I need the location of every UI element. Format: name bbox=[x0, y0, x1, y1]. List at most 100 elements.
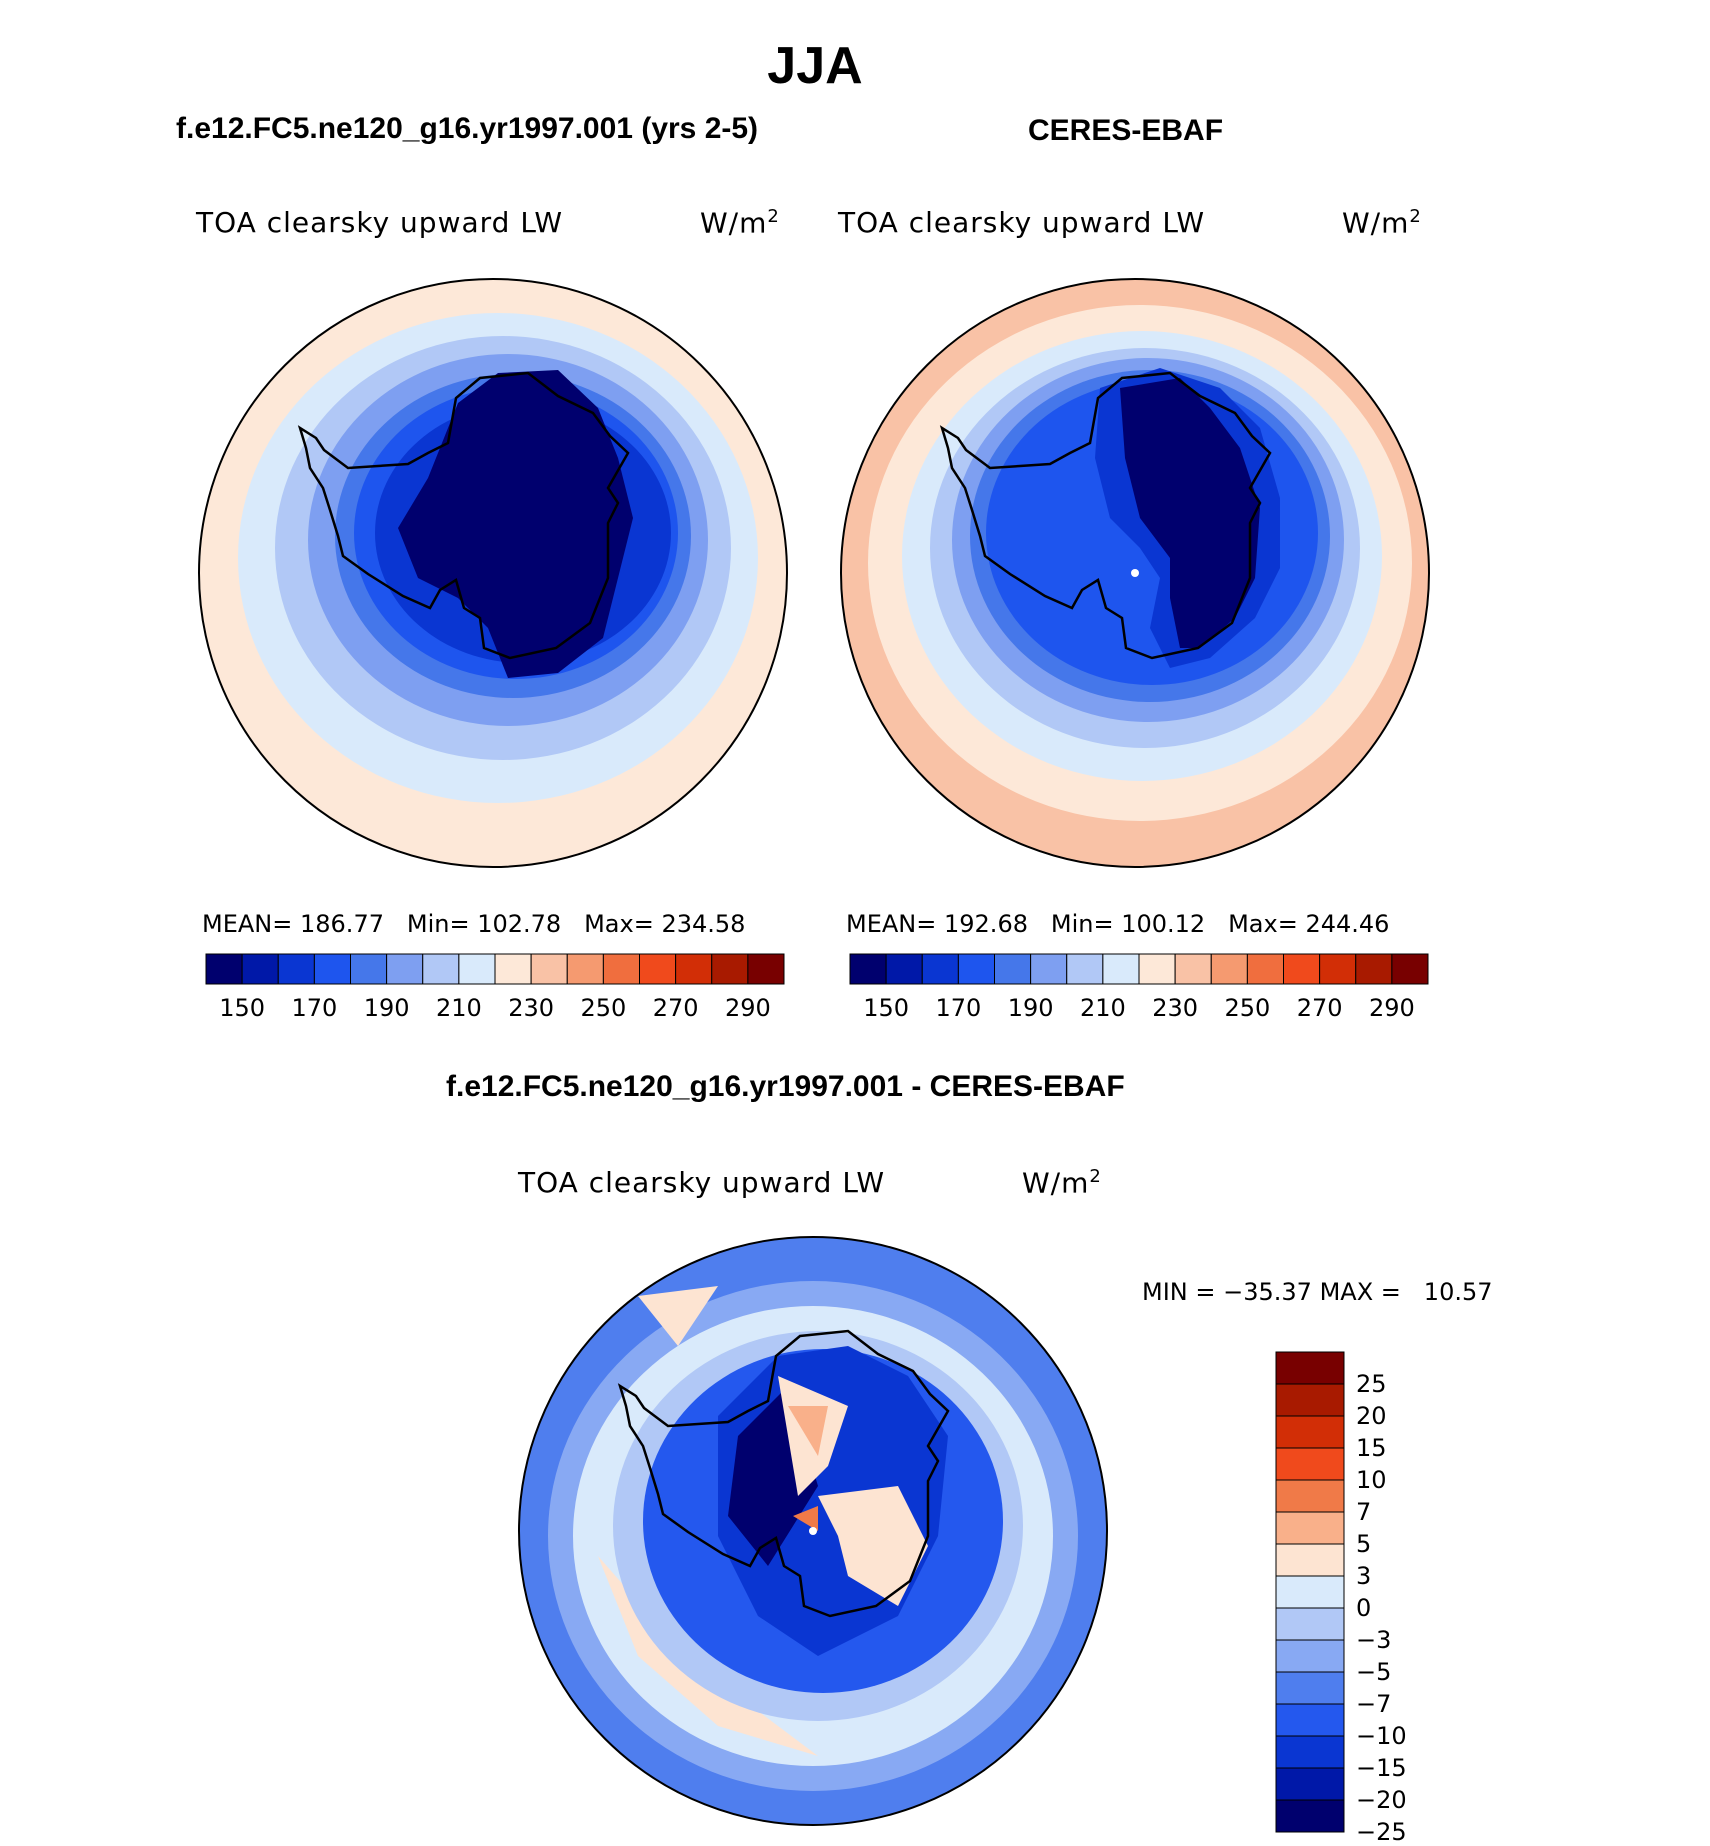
model-units-label: W/m2 bbox=[700, 206, 780, 240]
model-colorbar-tick-label: 230 bbox=[508, 994, 555, 1022]
model-colorbar-tick-label: 170 bbox=[291, 994, 338, 1022]
model-colorbar-swatch bbox=[350, 953, 388, 985]
model-colorbar-swatch bbox=[530, 953, 568, 985]
obs-colorbar-tick-label: 170 bbox=[935, 994, 982, 1022]
diff-colorbar-swatch bbox=[1275, 1543, 1345, 1577]
model-colorbar-swatch bbox=[241, 953, 279, 985]
obs-colorbar-tick-label: 270 bbox=[1296, 994, 1343, 1022]
obs-min-value: 100.12 bbox=[1121, 910, 1206, 938]
diff-polar-map bbox=[518, 1236, 1108, 1826]
model-colorbar-swatch bbox=[494, 953, 532, 985]
diff-colorbar-tick-label: 7 bbox=[1356, 1498, 1372, 1526]
obs-colorbar-swatch bbox=[957, 953, 995, 985]
diff-colorbar-swatch bbox=[1275, 1479, 1345, 1513]
model-colorbar-swatch bbox=[458, 953, 496, 985]
diff-colorbar-tick-label: 0 bbox=[1356, 1594, 1372, 1622]
obs-colorbar-tick-label: 210 bbox=[1079, 994, 1126, 1022]
model-colorbar bbox=[205, 953, 785, 985]
diff-colorbar-tick-label: 25 bbox=[1356, 1370, 1387, 1398]
obs-colorbar-swatch bbox=[849, 953, 887, 985]
diff-colorbar bbox=[1275, 1351, 1345, 1833]
model-colorbar-swatch bbox=[675, 953, 713, 985]
model-colorbar-swatch bbox=[386, 953, 424, 985]
obs-mean-value: 192.68 bbox=[944, 910, 1028, 938]
obs-units-label: W/m2 bbox=[1342, 206, 1422, 240]
model-colorbar-tick-label: 250 bbox=[580, 994, 627, 1022]
diff-colorbar-tick-label: −15 bbox=[1356, 1754, 1407, 1782]
model-mean-value: 186.77 bbox=[300, 910, 384, 938]
obs-stats: MEAN= 192.68 Min= 100.12 Max= 244.46 bbox=[846, 910, 1390, 938]
model-polar-map bbox=[198, 278, 788, 868]
diff-colorbar-swatch bbox=[1275, 1607, 1345, 1641]
model-colorbar-swatch bbox=[277, 953, 315, 985]
model-colorbar-swatch bbox=[205, 953, 243, 985]
obs-colorbar-swatch bbox=[921, 953, 959, 985]
obs-colorbar-swatch bbox=[1174, 953, 1212, 985]
model-colorbar-tick-label: 270 bbox=[652, 994, 699, 1022]
obs-colorbar-swatch bbox=[1066, 953, 1104, 985]
obs-colorbar-swatch bbox=[1210, 953, 1248, 985]
diff-colorbar-tick-label: 15 bbox=[1356, 1434, 1387, 1462]
diff-panel-title: f.e12.FC5.ne120_g16.yr1997.001 - CERES-E… bbox=[446, 1070, 1125, 1103]
obs-colorbar-swatch bbox=[885, 953, 923, 985]
figure-title: JJA bbox=[767, 37, 863, 95]
model-colorbar-ticks: 150 170 190 210 230 250 270 290 bbox=[206, 994, 784, 1024]
obs-colorbar-swatch bbox=[1355, 953, 1393, 985]
model-colorbar-swatch bbox=[602, 953, 640, 985]
diff-colorbar-swatch bbox=[1275, 1511, 1345, 1545]
model-colorbar-swatch bbox=[313, 953, 351, 985]
obs-colorbar-swatch bbox=[994, 953, 1032, 985]
obs-colorbar-swatch bbox=[1283, 953, 1321, 985]
obs-colorbar-tick-label: 190 bbox=[1007, 994, 1054, 1022]
diff-colorbar-swatch bbox=[1275, 1799, 1345, 1833]
obs-variable-label: TOA clearsky upward LW bbox=[838, 206, 1206, 239]
diff-colorbar-swatch bbox=[1275, 1351, 1345, 1385]
diff-colorbar-swatch bbox=[1275, 1703, 1345, 1737]
obs-colorbar-ticks: 150 170 190 210 230 250 270 290 bbox=[850, 994, 1428, 1024]
diff-colorbar-swatch bbox=[1275, 1767, 1345, 1801]
obs-colorbar bbox=[849, 953, 1429, 985]
diff-colorbar-swatch bbox=[1275, 1383, 1345, 1417]
diff-colorbar-swatch bbox=[1275, 1575, 1345, 1609]
model-stats: MEAN= 186.77 Min= 102.78 Max= 234.58 bbox=[202, 910, 746, 938]
diff-stats: MIN = −35.37 MAX = 10.57 bbox=[1142, 1278, 1493, 1306]
model-variable-label: TOA clearsky upward LW bbox=[196, 206, 564, 239]
model-colorbar-swatch bbox=[747, 953, 785, 985]
diff-colorbar-swatch bbox=[1275, 1415, 1345, 1449]
model-colorbar-swatch bbox=[639, 953, 677, 985]
obs-colorbar-swatch bbox=[1030, 953, 1068, 985]
model-colorbar-swatch bbox=[422, 953, 460, 985]
antarctica-coastline bbox=[297, 371, 630, 660]
model-colorbar-tick-label: 150 bbox=[219, 994, 266, 1022]
obs-colorbar-swatch bbox=[1138, 953, 1176, 985]
obs-colorbar-tick-label: 230 bbox=[1152, 994, 1199, 1022]
model-colorbar-tick-label: 290 bbox=[724, 994, 771, 1022]
model-min-value: 102.78 bbox=[477, 910, 562, 938]
obs-colorbar-swatch bbox=[1319, 953, 1357, 985]
model-colorbar-tick-label: 190 bbox=[363, 994, 410, 1022]
antarctica-coastline bbox=[617, 1329, 950, 1618]
obs-colorbar-swatch bbox=[1246, 953, 1284, 985]
obs-colorbar-swatch bbox=[1391, 953, 1429, 985]
obs-max-value: 244.46 bbox=[1305, 910, 1390, 938]
diff-colorbar-tick-label: 3 bbox=[1356, 1562, 1372, 1590]
diff-colorbar-swatch bbox=[1275, 1735, 1345, 1769]
diff-colorbar-tick-label: −5 bbox=[1356, 1658, 1392, 1686]
model-colorbar-tick-label: 210 bbox=[435, 994, 482, 1022]
diff-min-value: −35.37 bbox=[1223, 1278, 1312, 1306]
diff-units-label: W/m2 bbox=[1022, 1166, 1102, 1200]
diff-colorbar-tick-label: 10 bbox=[1356, 1466, 1387, 1494]
diff-colorbar-tick-label: −10 bbox=[1356, 1722, 1407, 1750]
model-colorbar-swatch bbox=[711, 953, 749, 985]
diff-colorbar-tick-label: −25 bbox=[1356, 1818, 1407, 1846]
obs-polar-map bbox=[840, 278, 1430, 868]
antarctica-coastline bbox=[939, 371, 1272, 660]
diff-colorbar-tick-label: −20 bbox=[1356, 1786, 1407, 1814]
obs-colorbar-tick-label: 150 bbox=[863, 994, 910, 1022]
diff-colorbar-swatch bbox=[1275, 1447, 1345, 1481]
obs-colorbar-tick-label: 250 bbox=[1224, 994, 1271, 1022]
diff-colorbar-swatch bbox=[1275, 1639, 1345, 1673]
obs-colorbar-tick-label: 290 bbox=[1368, 994, 1415, 1022]
diff-max-value: 10.57 bbox=[1423, 1278, 1493, 1306]
diff-colorbar-tick-label: −7 bbox=[1356, 1690, 1392, 1718]
